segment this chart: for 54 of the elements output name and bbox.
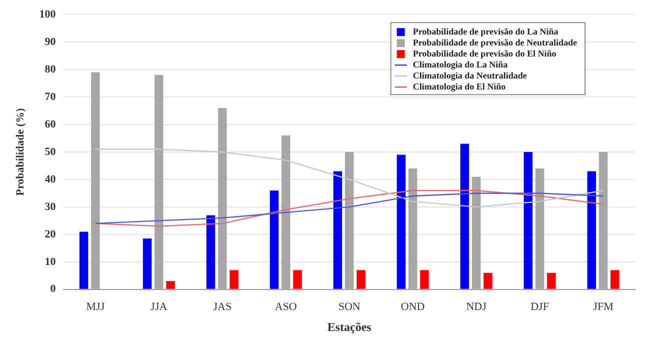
- bar: [293, 270, 302, 289]
- legend-label: Probabilidade de previsão do El Niño: [412, 48, 557, 58]
- bar: [154, 75, 164, 289]
- bar: [218, 108, 227, 289]
- bar: [282, 136, 290, 289]
- bar: [547, 272, 556, 289]
- y-tick-label: 90: [44, 36, 56, 48]
- bar: [230, 270, 238, 289]
- x-tick-label: NDJ: [466, 300, 488, 313]
- x-tick-label: MJJ: [86, 300, 106, 313]
- legend-label: Probabilidade de previsão do La Niña: [412, 26, 559, 36]
- legend-label: Climatologia do La Niña: [412, 59, 508, 70]
- bar: [206, 215, 216, 289]
- bar: [396, 154, 406, 289]
- y-tick-label: 70: [44, 90, 56, 103]
- bar: [408, 168, 418, 289]
- bar: [420, 270, 429, 289]
- x-tick-label: JAS: [213, 300, 232, 313]
- x-axis-title: Estações: [327, 320, 372, 334]
- legend-label: Climatologia do El Niño: [412, 81, 506, 92]
- bar: [333, 171, 342, 289]
- x-tick-label: JFM: [593, 300, 614, 313]
- legend-label: Probabilidade de previsão de Neutralidade: [412, 37, 578, 48]
- bar: [535, 168, 544, 289]
- bar: [166, 281, 175, 289]
- y-tick-label: 80: [44, 63, 56, 76]
- bar: [91, 72, 100, 289]
- y-tick-label: 100: [39, 8, 56, 20]
- bar: [484, 272, 492, 289]
- x-tick-label: ASO: [274, 300, 297, 313]
- y-tick-label: 30: [44, 200, 56, 213]
- y-tick-label: 10: [44, 256, 56, 268]
- y-tick-label: 40: [44, 173, 56, 186]
- x-tick-label: JJA: [150, 300, 168, 313]
- bar: [270, 190, 279, 289]
- x-tick-label: DJF: [530, 300, 549, 313]
- bar: [598, 152, 608, 289]
- bar: [356, 270, 366, 289]
- x-tick-label: SON: [338, 300, 360, 313]
- y-axis-title: Probabilidade (%): [14, 108, 26, 196]
- bar: [142, 238, 152, 289]
- y-tick-label: 50: [44, 146, 56, 158]
- y-tick-label: 0: [50, 283, 56, 296]
- x-tick-label: OND: [400, 300, 425, 313]
- bar: [79, 232, 88, 289]
- bar: [472, 176, 481, 289]
- bar: [524, 152, 533, 289]
- bar: [460, 144, 470, 289]
- y-tick-label: 20: [44, 228, 56, 240]
- legend-label: Climatologia da Neutralidade: [412, 70, 527, 80]
- bar: [587, 171, 596, 289]
- y-tick-label: 60: [44, 118, 56, 130]
- bar: [344, 152, 354, 289]
- bar: [610, 270, 620, 289]
